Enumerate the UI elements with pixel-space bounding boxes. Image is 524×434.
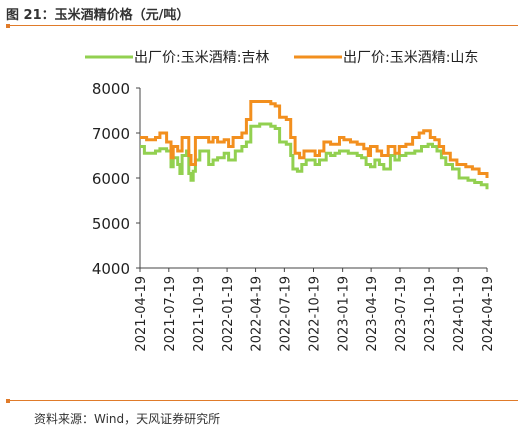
- x-tick-label: 2022-01-19: [221, 276, 236, 352]
- x-tick-label: 2022-07-19: [278, 276, 293, 352]
- legend-label-shandong: 出厂价:玉米酒精:山东: [343, 50, 478, 66]
- x-tick-label: 2023-04-19: [365, 276, 380, 352]
- source-note: 资料来源：Wind，天风证券研究所: [34, 412, 221, 426]
- y-tick-label: 4000: [92, 260, 130, 278]
- x-tick-label: 2024-04-19: [481, 276, 496, 352]
- top-rule-corner: [6, 24, 10, 28]
- series-lines: [140, 100, 489, 190]
- legend-label-jilin: 出厂价:玉米酒精:吉林: [134, 50, 269, 66]
- y-tick-label: 7000: [92, 125, 130, 143]
- y-tick-label: 5000: [92, 215, 130, 233]
- legend: 出厂价:玉米酒精:吉林 出厂价:玉米酒精:山东: [85, 50, 478, 66]
- y-tick-label: 8000: [92, 80, 130, 98]
- x-tick-label: 2023-07-19: [394, 276, 409, 352]
- x-tick-label: 2021-04-19: [134, 276, 149, 352]
- top-rule: [6, 25, 518, 26]
- y-tick-label: 6000: [92, 170, 130, 188]
- bottom-rule: [6, 400, 518, 401]
- x-tick-label: 2021-10-19: [192, 276, 207, 352]
- x-tick-label: 2024-01-19: [452, 276, 467, 352]
- x-tick-label: 2021-07-19: [163, 276, 178, 352]
- bottom-rule-corner: [6, 399, 10, 403]
- figure-title: 图 21：玉米酒精价格（元/吨）: [6, 8, 190, 23]
- x-tick-label: 2022-04-19: [250, 276, 265, 352]
- series-line-jilin: [140, 122, 489, 190]
- x-tick-label: 2022-10-19: [308, 276, 323, 352]
- x-tick-label: 2023-01-19: [337, 276, 352, 352]
- series-line-shandong: [140, 100, 489, 178]
- axes: 4000 5000 6000 7000 8000 2021-04-19 2021-07-19…: [92, 80, 496, 352]
- x-tick-label: 2023-10-19: [423, 276, 438, 352]
